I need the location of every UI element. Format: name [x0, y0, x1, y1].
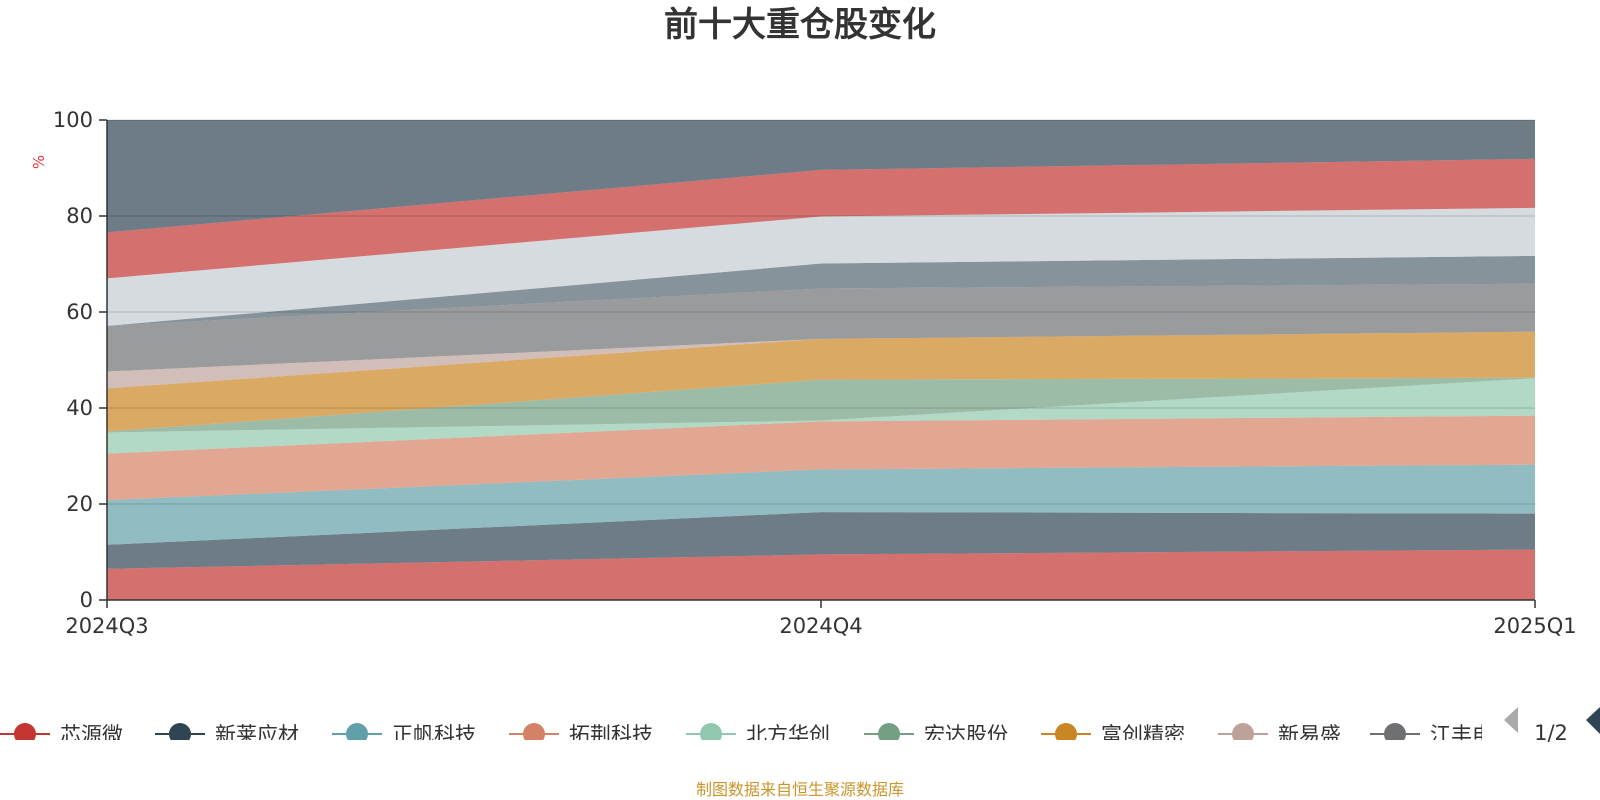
area-series-3	[107, 415, 1535, 501]
y-tick-label-3: 60	[66, 300, 93, 324]
x-tick-label-0: 2024Q3	[65, 614, 148, 638]
area-series-1	[107, 512, 1535, 569]
legend-marker-icon	[346, 723, 368, 740]
area-series-12	[107, 120, 1535, 233]
legend-marker-icon	[1055, 723, 1077, 740]
y-tick-label-0: 0	[80, 588, 93, 612]
legend-item-3[interactable]: 拓荆科技	[509, 723, 653, 747]
axes: 0 20 40 60 80 100 2024Q3 2024Q4 2025Q1	[53, 108, 1577, 638]
legend-label: 新莱应材	[215, 723, 299, 747]
chart-title: 前十大重仓股变化	[664, 5, 936, 45]
area-series-0	[107, 549, 1535, 600]
legend-label: 富创精密	[1101, 723, 1185, 747]
legend-item-1[interactable]: 新莱应材	[155, 723, 299, 747]
legend-item-7[interactable]: 新易盛	[1218, 723, 1341, 747]
y-tick-label-1: 20	[66, 492, 93, 516]
area-series-9	[107, 255, 1535, 326]
legend-label: 北方华创	[746, 723, 830, 747]
area-series-group	[107, 120, 1535, 600]
legend-label: 江丰电子	[1430, 723, 1514, 747]
legend-item-0[interactable]: 芯源微	[0, 723, 123, 747]
legend-prev-page-icon[interactable]	[1504, 707, 1518, 733]
area-series-7	[107, 331, 1535, 389]
legend-marker-icon	[700, 723, 722, 740]
legend: 芯源微 新莱应材 正帆科技 拓荆科技 北方华创 宏达股份 富创精密 新易盛 江丰电子	[0, 723, 1514, 747]
legend-marker-icon	[1384, 723, 1406, 740]
area-series-10	[107, 207, 1535, 326]
legend-marker-icon	[523, 723, 545, 740]
legend-item-8[interactable]: 江丰电子	[1370, 723, 1514, 747]
legend-marker-icon	[14, 723, 36, 740]
area-series-6	[107, 331, 1535, 432]
area-series-11	[107, 158, 1535, 279]
legend-item-6[interactable]: 富创精密	[1041, 723, 1185, 747]
grid-lines	[107, 119, 1535, 505]
legend-item-5[interactable]: 宏达股份	[864, 723, 1008, 747]
y-tick-label-4: 80	[66, 204, 93, 228]
data-source-footer: 制图数据来自恒生聚源数据库	[696, 780, 904, 799]
legend-label: 宏达股份	[924, 723, 1008, 747]
x-tick-label-1: 2024Q4	[779, 614, 862, 638]
area-series-8	[107, 283, 1535, 372]
legend-label: 正帆科技	[392, 723, 476, 747]
legend-label: 拓荆科技	[569, 723, 653, 747]
legend-page-indicator: 1/2	[1534, 721, 1568, 745]
x-tick-label-2: 2025Q1	[1493, 614, 1576, 638]
area-series-4	[107, 378, 1535, 454]
area-series-5	[107, 377, 1535, 433]
legend-label: 芯源微	[60, 723, 123, 747]
y-tick-label-2: 40	[66, 396, 93, 420]
legend-item-4[interactable]: 北方华创	[686, 723, 830, 747]
legend-label: 新易盛	[1278, 723, 1341, 747]
legend-marker-icon	[1232, 723, 1254, 740]
area-series-2	[107, 464, 1535, 545]
legend-marker-icon	[169, 723, 191, 740]
legend-item-2[interactable]: 正帆科技	[332, 723, 476, 747]
y-axis-unit: %	[30, 155, 48, 169]
legend-marker-icon	[878, 723, 900, 740]
legend-pager: 1/2	[1504, 707, 1600, 745]
legend-items: 芯源微 新莱应材 正帆科技 拓荆科技 北方华创 宏达股份 富创精密 新易盛 江丰电子	[0, 723, 1514, 747]
y-tick-label-5: 100	[53, 108, 93, 132]
legend-next-page-icon[interactable]	[1586, 707, 1600, 734]
